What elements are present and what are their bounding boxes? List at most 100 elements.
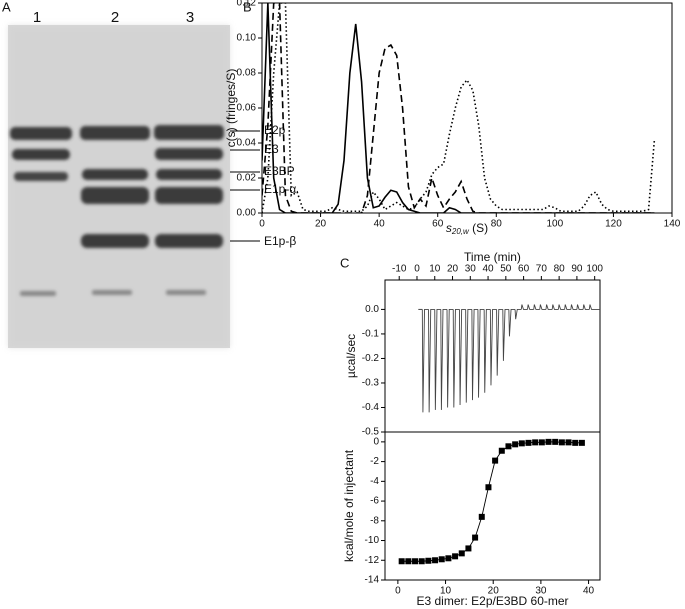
x-tick-label: 40	[482, 264, 494, 275]
data-point	[545, 438, 552, 445]
x-axis-label-part: s	[446, 221, 452, 235]
y-tick-label: -0.4	[362, 402, 380, 413]
injection-peak	[440, 308, 448, 410]
injection-peak	[557, 304, 565, 310]
x-tick-label: 20	[488, 586, 500, 597]
injection-peak	[514, 308, 522, 320]
y-tick-label: 0.0	[365, 304, 379, 315]
data-point	[412, 558, 419, 565]
injection-peak	[570, 304, 577, 310]
x-tick-label: 50	[500, 264, 512, 275]
lane-label: 3	[186, 9, 194, 26]
data-point	[572, 439, 579, 446]
plot-area	[398, 438, 585, 565]
x-tick-label: 20	[315, 219, 327, 230]
band-label: E1p-α	[264, 182, 296, 196]
injection-peak	[551, 304, 559, 310]
injection-peak	[576, 304, 584, 310]
x-tick-label: -10	[392, 264, 407, 275]
x-axis-label: Time (min)	[464, 250, 521, 264]
x-tick-label: 100	[547, 219, 564, 230]
injection-peak	[489, 308, 497, 386]
data-point	[432, 557, 439, 564]
plot-frame	[384, 279, 601, 433]
fit-line	[401, 441, 582, 562]
y-tick-label: -12	[365, 555, 380, 566]
x-axis-label: E3 dimer: E2p/E3BD 60-mer	[416, 594, 568, 608]
x-axis-label-part: (S)	[469, 221, 488, 235]
band-label: E3	[264, 142, 279, 156]
injection-peak	[545, 304, 553, 310]
plot-frame	[261, 2, 673, 214]
injection-peak	[502, 308, 509, 361]
y-tick-label: 0	[373, 437, 379, 448]
y-tick-label: -0.5	[362, 427, 380, 438]
band-label: E1p-β	[264, 234, 296, 248]
y-tick-label: -4	[370, 476, 379, 487]
x-axis-label: s20,w (S)	[446, 221, 488, 236]
injection-peak	[527, 304, 534, 310]
panel-label: A	[2, 0, 11, 14]
data-point	[518, 440, 525, 447]
injection-peak	[471, 308, 478, 401]
y-axis-label: µcal/sec	[344, 334, 358, 378]
y-tick-label: 0.02	[237, 173, 257, 184]
injection-peak	[421, 308, 429, 413]
y-tick-label: 0.10	[237, 33, 257, 44]
x-tick-label: 30	[465, 264, 477, 275]
data-point	[565, 439, 572, 446]
lane-label: 1	[33, 9, 41, 26]
x-tick-label: 10	[440, 586, 452, 597]
x-tick-label: 20	[447, 264, 459, 275]
data-point	[405, 558, 412, 565]
x-tick-label: 0	[259, 219, 265, 230]
x-tick-label: 90	[571, 264, 583, 275]
injection-peak	[564, 304, 571, 310]
y-tick-label: 0.00	[237, 208, 257, 219]
injection-peak	[508, 308, 516, 337]
y-tick-label: -14	[365, 575, 380, 586]
injection-peak	[533, 304, 540, 310]
x-tick-label: 80	[554, 264, 566, 275]
injection-peak	[496, 308, 503, 376]
injection-peak	[588, 304, 600, 310]
x-tick-label: 60	[518, 264, 530, 275]
y-tick-label: -2	[370, 456, 379, 467]
data-point	[552, 438, 559, 445]
y-tick-label: -0.3	[362, 378, 380, 389]
data-point	[492, 457, 499, 464]
injection-peak	[446, 308, 454, 408]
x-tick-label: 100	[586, 264, 603, 275]
data-point	[458, 550, 465, 557]
y-tick-label: 0.06	[237, 103, 257, 114]
injection-peak	[434, 308, 441, 410]
y-axis-label: c(s) (fringes/S)	[224, 69, 238, 148]
x-tick-label: 0	[414, 264, 420, 275]
y-tick-label: 0.12	[237, 0, 257, 9]
injection-peak	[477, 308, 485, 398]
data-point	[452, 553, 459, 560]
injection-peak	[539, 304, 546, 310]
injection-peak	[459, 308, 466, 406]
x-tick-label: 80	[491, 219, 503, 230]
data-point	[465, 545, 472, 552]
plot-frame	[384, 431, 601, 581]
x-tick-label: 30	[535, 586, 547, 597]
gel	[8, 25, 230, 348]
data-point	[472, 534, 479, 541]
injection-peak	[483, 308, 491, 393]
band-label: E2p	[264, 123, 286, 137]
y-tick-label: -10	[365, 535, 380, 546]
gel-bands	[10, 125, 224, 296]
data-point	[532, 439, 539, 446]
injection-peak	[582, 304, 590, 310]
x-tick-label: 10	[429, 264, 441, 275]
data-line	[262, 3, 656, 213]
panel-label: C	[340, 255, 349, 270]
injection-peak	[465, 308, 472, 403]
data-point	[525, 439, 532, 446]
panel-label: B	[243, 0, 252, 14]
injection-peak	[428, 308, 435, 413]
gel-shade	[8, 25, 230, 348]
injection-peak	[452, 308, 460, 408]
